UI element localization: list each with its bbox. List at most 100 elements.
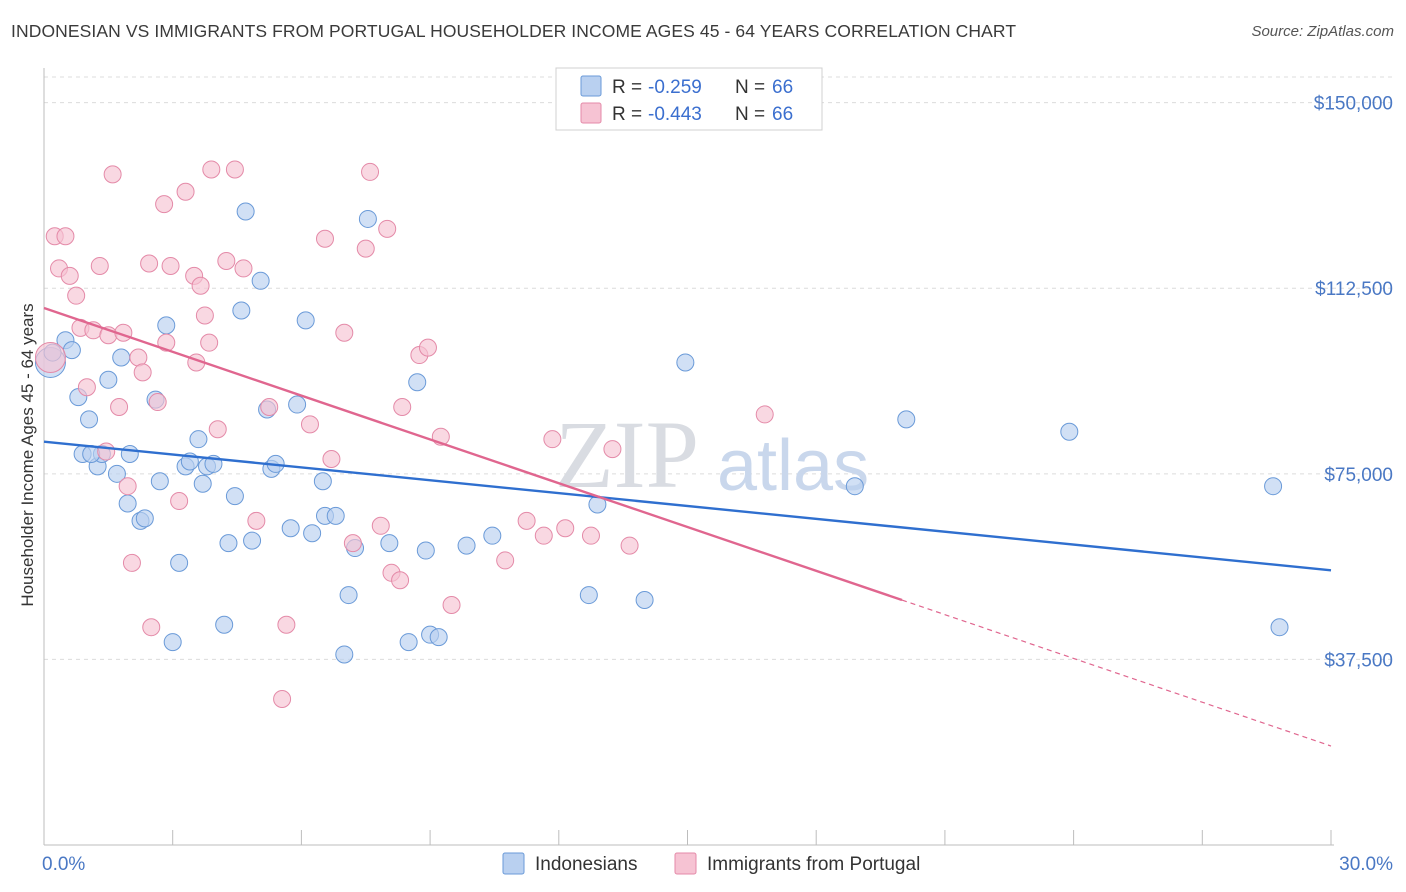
legend-n-label-2: N = bbox=[735, 104, 765, 125]
bottom-legend: Indonesians Immigrants from Portugal bbox=[502, 852, 920, 875]
indonesian-point-33 bbox=[251, 271, 270, 290]
series-indonesians bbox=[34, 202, 1289, 664]
portugal-point-37 bbox=[260, 398, 279, 417]
portugal-point-33 bbox=[217, 252, 236, 271]
portugal-point-36 bbox=[247, 511, 266, 530]
indonesian-point-44 bbox=[335, 645, 354, 664]
indonesian-point-64 bbox=[1270, 618, 1289, 637]
indonesian-point-43 bbox=[326, 506, 345, 525]
indonesian-point-30 bbox=[232, 301, 251, 320]
indonesian-point-55 bbox=[483, 526, 502, 545]
legend-r-value-2: -0.443 bbox=[648, 104, 702, 125]
portugal-point-30 bbox=[200, 333, 219, 352]
legend-r-label-1: R = bbox=[612, 77, 642, 98]
y-tick-label-1: $75,000 bbox=[1324, 465, 1393, 486]
portugal-point-7 bbox=[77, 378, 96, 397]
portugal-point-41 bbox=[315, 229, 334, 248]
indonesian-point-9 bbox=[99, 370, 118, 389]
portugal-point-12 bbox=[103, 165, 122, 184]
portugal-point-35 bbox=[234, 259, 253, 278]
portugal-point-3 bbox=[56, 227, 75, 246]
legend-n-value-2: 66 bbox=[772, 104, 793, 125]
bottom-legend-swatch-blue bbox=[502, 852, 525, 875]
indonesian-point-10 bbox=[107, 464, 126, 483]
portugal-point-65 bbox=[142, 618, 161, 637]
axes bbox=[43, 68, 1334, 846]
indonesian-point-41 bbox=[313, 472, 332, 491]
portugal-point-20 bbox=[148, 393, 167, 412]
portugal-point-64 bbox=[755, 405, 774, 424]
indonesian-point-61 bbox=[897, 410, 916, 429]
portugal-point-22 bbox=[157, 333, 176, 352]
indonesian-point-31 bbox=[236, 202, 255, 221]
portugal-point-42 bbox=[322, 449, 341, 468]
trend-lines bbox=[43, 306, 1332, 747]
watermark-zip: ZIP bbox=[555, 401, 699, 508]
bottom-legend-swatch-pink bbox=[674, 852, 697, 875]
portugal-point-50 bbox=[391, 571, 410, 590]
indonesian-point-47 bbox=[358, 209, 377, 228]
legend-swatch-blue bbox=[580, 75, 602, 97]
chart-title: INDONESIAN VS IMMIGRANTS FROM PORTUGAL H… bbox=[11, 21, 1017, 41]
indonesian-point-60 bbox=[845, 477, 864, 496]
portugal-point-19 bbox=[140, 254, 159, 273]
portugal-point-25 bbox=[176, 182, 195, 201]
y-tick-label-0: $37,500 bbox=[1324, 650, 1393, 671]
portugal-point-24 bbox=[170, 492, 189, 511]
portugal-point-46 bbox=[361, 162, 380, 181]
portugal-point-0 bbox=[34, 342, 66, 374]
source-label: Source: ZipAtlas.com bbox=[1251, 23, 1394, 40]
indonesian-point-23 bbox=[189, 430, 208, 449]
bottom-legend-label-portugal: Immigrants from Portugal bbox=[707, 854, 920, 875]
portugal-point-61 bbox=[581, 526, 600, 545]
legend-swatch-pink bbox=[580, 102, 602, 124]
indonesian-point-32 bbox=[243, 531, 262, 550]
indonesian-point-29 bbox=[225, 487, 244, 506]
portugal-point-34 bbox=[225, 160, 244, 179]
indonesian-point-12 bbox=[118, 494, 137, 513]
indonesian-point-15 bbox=[135, 509, 154, 528]
portugal-point-40 bbox=[300, 415, 319, 434]
indonesian-point-37 bbox=[281, 519, 300, 538]
indonesian-point-49 bbox=[399, 633, 418, 652]
portugal-point-10 bbox=[97, 442, 116, 461]
portugal-point-60 bbox=[556, 519, 575, 538]
indonesian-point-24 bbox=[193, 474, 212, 493]
y-axis-label: Householder Income Ages 45 - 64 years bbox=[18, 303, 37, 606]
portugal-point-59 bbox=[543, 430, 562, 449]
portugal-point-51 bbox=[393, 398, 412, 417]
portugal-point-63 bbox=[620, 536, 639, 555]
portugal-point-62 bbox=[603, 440, 622, 459]
indonesian-point-18 bbox=[157, 316, 176, 335]
portugal-point-43 bbox=[335, 323, 354, 342]
portugal-point-31 bbox=[202, 160, 221, 179]
portugal-point-29 bbox=[195, 306, 214, 325]
portugal-point-48 bbox=[378, 219, 397, 238]
portugal-point-47 bbox=[371, 516, 390, 535]
portugal-point-28 bbox=[191, 276, 210, 295]
indonesian-point-3 bbox=[62, 341, 81, 360]
portugal-point-32 bbox=[208, 420, 227, 439]
watermark-atlas: atlas bbox=[717, 426, 869, 506]
portugal-point-15 bbox=[118, 477, 137, 496]
portugal-point-56 bbox=[496, 551, 515, 570]
portugal-point-53 bbox=[418, 338, 437, 357]
trend-line-pink-extrapolated bbox=[901, 599, 1332, 747]
bottom-legend-label-indonesians: Indonesians bbox=[535, 854, 637, 875]
portugal-point-45 bbox=[356, 239, 375, 258]
indonesian-point-28 bbox=[219, 534, 238, 553]
indonesian-point-48 bbox=[380, 534, 399, 553]
portugal-point-21 bbox=[155, 195, 174, 214]
legend-n-label-1: N = bbox=[735, 77, 765, 98]
indonesian-point-40 bbox=[303, 524, 322, 543]
top-legend: R = -0.259 N = 66 R = -0.443 N = 66 bbox=[555, 67, 823, 131]
trend-line-pink bbox=[43, 306, 903, 602]
portugal-point-55 bbox=[442, 595, 461, 614]
portugal-point-17 bbox=[129, 348, 148, 367]
y-tick-label-3: $150,000 bbox=[1314, 94, 1393, 115]
legend-n-value-1: 66 bbox=[772, 77, 793, 98]
portugal-point-9 bbox=[90, 256, 109, 275]
indonesian-point-58 bbox=[635, 591, 654, 610]
y-tick-labels: $37,500 $75,000 $112,500 $150,000 bbox=[1314, 94, 1393, 672]
x-tick-left: 0.0% bbox=[42, 854, 85, 875]
